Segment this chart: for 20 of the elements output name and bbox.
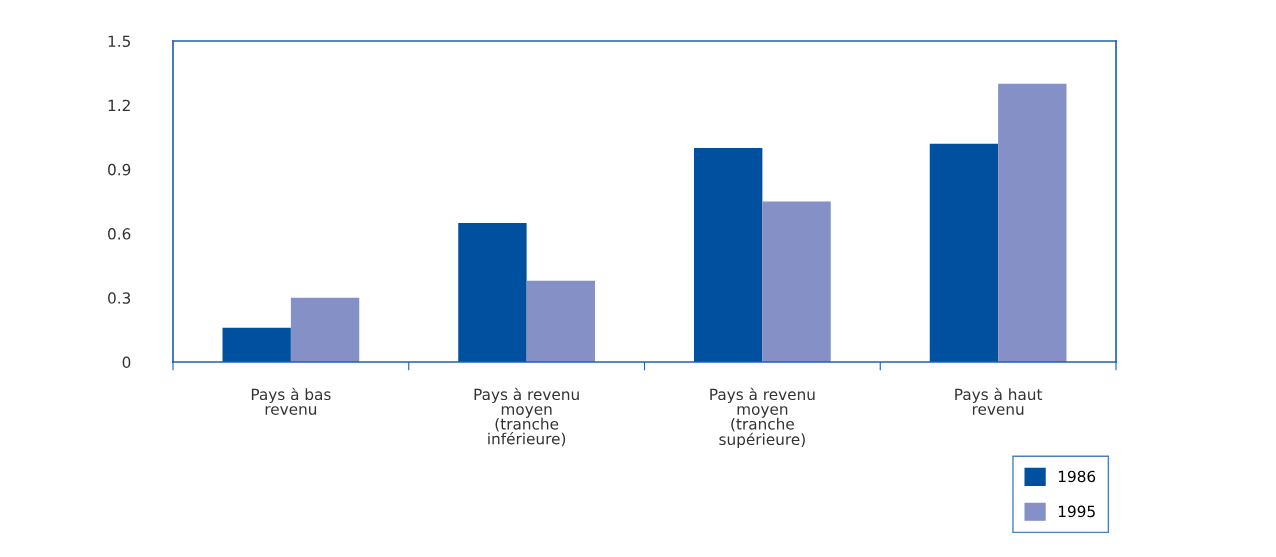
bar bbox=[998, 83, 1067, 362]
bar bbox=[458, 222, 527, 362]
x-tick-label: Pays à revenu moyen (tranche supérieure) bbox=[710, 387, 815, 449]
y-tick-label: 0.9 bbox=[108, 163, 131, 176]
legend-label: 1995 bbox=[1058, 505, 1095, 518]
bar bbox=[526, 280, 595, 362]
y-tick-label: 0 bbox=[122, 356, 131, 369]
y-tick-label: 1.5 bbox=[108, 35, 130, 48]
x-tick-label: Pays à haut revenu bbox=[955, 387, 1043, 415]
bar bbox=[290, 297, 360, 362]
y-tick-label: 0.6 bbox=[108, 228, 131, 240]
legend-label: 1986 bbox=[1058, 470, 1096, 483]
y-tick-label: 1.2 bbox=[108, 99, 130, 111]
bar bbox=[762, 201, 831, 362]
bar bbox=[222, 327, 291, 362]
bar bbox=[694, 148, 763, 362]
x-tick-label: Pays à bas revenu bbox=[251, 387, 331, 415]
bar bbox=[929, 143, 999, 362]
y-tick-label: 0.3 bbox=[108, 292, 131, 304]
x-tick-label: Pays à revenu moyen (tranche inférieure) bbox=[474, 387, 579, 447]
